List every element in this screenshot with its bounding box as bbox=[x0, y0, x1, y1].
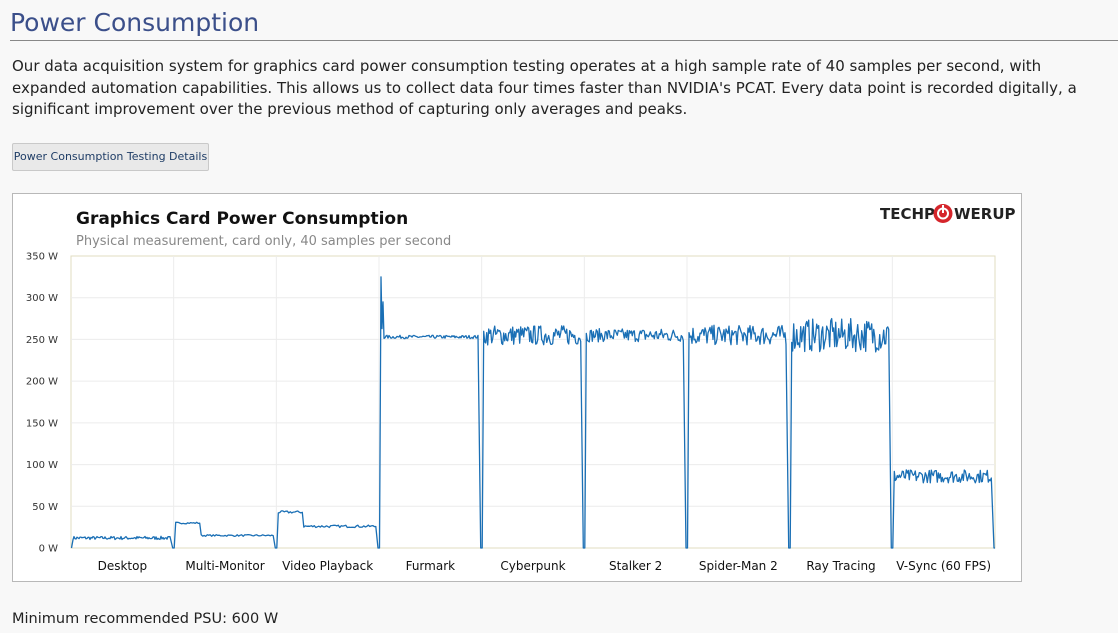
y-tick-label: 300 W bbox=[26, 293, 58, 304]
intro-paragraph: Our data acquisition system for graphics… bbox=[12, 57, 1077, 118]
power-chart: Graphics Card Power Consumption Physical… bbox=[12, 193, 1022, 582]
power-series bbox=[70, 276, 995, 549]
x-tick-label: V-Sync (60 FPS) bbox=[896, 559, 991, 573]
plot-area-border bbox=[70, 255, 996, 549]
x-tick-label: Spider-Man 2 bbox=[699, 559, 778, 573]
x-tick-label: Ray Tracing bbox=[806, 559, 875, 573]
testing-details-button[interactable]: Power Consumption Testing Details bbox=[12, 143, 209, 171]
y-tick-label: 250 W bbox=[26, 335, 58, 346]
chart-title: Graphics Card Power Consumption bbox=[76, 209, 408, 229]
power-line bbox=[70, 276, 995, 549]
psu-recommendation: Minimum recommended PSU: 600 W bbox=[12, 611, 279, 627]
chart-subtitle: Physical measurement, card only, 40 samp… bbox=[76, 234, 451, 249]
x-tick-label: Furmark bbox=[406, 559, 456, 573]
techpowerup-logo: TECHP WERUP bbox=[880, 204, 1016, 223]
y-tick-label: 150 W bbox=[26, 418, 58, 429]
x-tick-label: Stalker 2 bbox=[609, 559, 662, 573]
y-tick-label: 50 W bbox=[32, 502, 58, 513]
x-tick-label: Desktop bbox=[98, 559, 148, 573]
power-chart-svg: Graphics Card Power Consumption Physical… bbox=[26, 204, 1016, 573]
page-title: Power Consumption bbox=[10, 8, 260, 37]
y-tick-label: 350 W bbox=[26, 252, 58, 263]
logo-text-left: TECHP bbox=[880, 205, 935, 223]
x-tick-label: Cyberpunk bbox=[500, 559, 565, 573]
y-tick-label: 200 W bbox=[26, 377, 58, 388]
logo-text-right: WERUP bbox=[954, 205, 1016, 223]
x-tick-label: Multi-Monitor bbox=[185, 559, 264, 573]
grid-lines bbox=[70, 255, 996, 549]
y-tick-label: 100 W bbox=[26, 460, 58, 471]
y-axis-ticks: 350 W 300 W 250 W 200 W 150 W 100 W 50 W 0 W bbox=[26, 252, 58, 555]
x-tick-label: Video Playback bbox=[282, 559, 373, 573]
power-icon bbox=[933, 204, 953, 223]
title-divider bbox=[10, 40, 1118, 41]
y-tick-label: 0 W bbox=[39, 544, 59, 555]
x-axis-labels: Desktop Multi-Monitor Video Playback Furmar… bbox=[98, 559, 991, 573]
